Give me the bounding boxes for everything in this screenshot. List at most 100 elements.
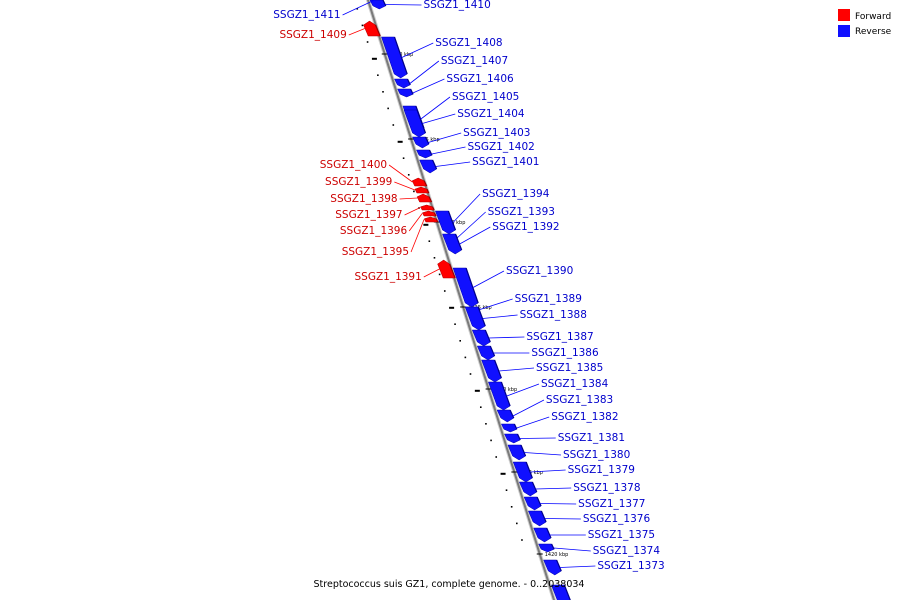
gene-edge — [484, 329, 491, 343]
gene-label[interactable]: SSGZ1_1389 — [515, 293, 582, 305]
gene-label[interactable]: SSGZ1_1399 — [325, 176, 392, 188]
gene-edge — [424, 136, 430, 145]
gene-label[interactable]: SSGZ1_1385 — [536, 362, 603, 374]
reverse-gene[interactable] — [519, 481, 538, 497]
scale-dots — [356, 8, 523, 541]
reverse-gene[interactable] — [501, 423, 518, 433]
reverse-gene[interactable] — [419, 159, 437, 174]
reverse-gene[interactable] — [452, 267, 479, 308]
gene-edge — [428, 149, 433, 156]
reverse-gene[interactable] — [381, 36, 408, 79]
label-connector — [452, 193, 481, 223]
gene-label[interactable]: SSGZ1_1408 — [435, 37, 502, 49]
scale-dot — [474, 389, 480, 392]
scale-dot — [464, 356, 467, 359]
gene-label[interactable]: SSGZ1_1407 — [441, 55, 508, 67]
gene-label[interactable]: SSGZ1_1374 — [593, 545, 661, 557]
scale-dot — [485, 423, 487, 425]
gene-label[interactable]: SSGZ1_1392 — [492, 221, 559, 233]
gene-label[interactable]: SSGZ1_1386 — [531, 347, 599, 359]
gene-label[interactable]: SSGZ1_1394 — [482, 188, 550, 200]
scale-dot — [402, 157, 405, 159]
reverse-gene[interactable] — [543, 559, 562, 576]
legend-forward-swatch — [838, 9, 850, 21]
gene-label[interactable]: SSGZ1_1387 — [526, 331, 593, 343]
gene-label[interactable]: SSGZ1_1380 — [563, 449, 630, 461]
gene-label[interactable]: SSGZ1_1379 — [568, 464, 635, 476]
gene-label[interactable]: SSGZ1_1384 — [541, 378, 609, 390]
label-connector — [412, 78, 445, 94]
reverse-gene[interactable] — [471, 329, 491, 347]
gene-label[interactable]: SSGZ1_1396 — [340, 225, 408, 237]
reverse-gene[interactable] — [397, 88, 414, 98]
gene-label[interactable]: SSGZ1_1409 — [279, 29, 346, 41]
scale-dot — [459, 340, 461, 342]
label-connector — [409, 60, 440, 84]
gene-label[interactable]: SSGZ1_1377 — [578, 498, 645, 510]
gene-label[interactable]: SSGZ1_1403 — [463, 127, 530, 139]
reverse-gene[interactable] — [507, 444, 526, 461]
gene-label[interactable]: SSGZ1_1410 — [423, 0, 490, 11]
reverse-gene[interactable] — [416, 149, 433, 159]
reverse-gene[interactable] — [504, 433, 521, 444]
gene-edge — [449, 263, 456, 279]
gene-edge — [513, 423, 518, 430]
scale-dot — [510, 506, 513, 508]
gene-edge — [551, 543, 555, 550]
scale-dot — [371, 57, 377, 60]
scale-dot — [505, 489, 508, 491]
gene-label[interactable]: SSGZ1_1400 — [320, 159, 387, 171]
gene-label[interactable]: SSGZ1_1401 — [472, 156, 539, 168]
gene-label[interactable]: SSGZ1_1373 — [597, 560, 664, 572]
reverse-gene[interactable] — [412, 136, 430, 149]
reverse-gene[interactable] — [523, 496, 542, 511]
gene-label[interactable]: SSGZ1_1393 — [488, 206, 555, 218]
gene-label[interactable]: SSGZ1_1378 — [573, 482, 640, 494]
scale-dot — [356, 8, 359, 10]
gene-labels: SSGZ1_1411 SSGZ1_1410 SSGZ1_1409 SSGZ1_1408… — [273, 0, 665, 572]
reverse-gene[interactable] — [488, 381, 511, 411]
label-connector — [516, 416, 550, 429]
gene-label[interactable]: SSGZ1_1405 — [452, 91, 519, 103]
gene-label[interactable]: SSGZ1_1402 — [468, 141, 535, 153]
gene-label[interactable]: SSGZ1_1381 — [558, 432, 625, 444]
scale-dot — [387, 107, 389, 110]
gene-label[interactable]: SSGZ1_1375 — [588, 529, 655, 541]
gene-edge — [416, 109, 427, 134]
label-connector — [408, 213, 423, 232]
gene-label[interactable]: SSGZ1_1388 — [520, 309, 587, 321]
reverse-gene[interactable] — [394, 78, 411, 89]
scale-dot — [454, 323, 456, 325]
reverse-gene[interactable] — [496, 409, 515, 423]
gene-label[interactable]: SSGZ1_1390 — [506, 265, 573, 277]
scale-dot — [433, 257, 436, 259]
gene-label[interactable]: SSGZ1_1397 — [335, 209, 402, 221]
scale-dot — [469, 373, 472, 375]
reverse-gene[interactable] — [403, 109, 426, 138]
gene-label[interactable]: SSGZ1_1404 — [457, 108, 525, 120]
label-connector — [488, 336, 525, 339]
reverse-gene[interactable] — [528, 510, 547, 527]
reverse-gene[interactable] — [369, 0, 387, 10]
gene-label[interactable]: SSGZ1_1398 — [330, 193, 397, 205]
scale-dot — [428, 240, 431, 242]
scale-dot — [407, 174, 410, 176]
gene-label[interactable]: SSGZ1_1376 — [583, 513, 651, 525]
gene-edge — [520, 444, 527, 457]
reverse-gene[interactable] — [476, 345, 495, 361]
gene-label[interactable]: SSGZ1_1391 — [354, 271, 421, 283]
gene-label[interactable]: SSGZ1_1411 — [273, 9, 340, 21]
reverse-gene[interactable] — [533, 527, 552, 543]
reverse-gene[interactable] — [538, 543, 555, 553]
scale-dot — [521, 539, 523, 541]
scale-dot — [413, 190, 415, 193]
scale-dot — [423, 223, 429, 226]
gene-edge — [531, 481, 538, 493]
gene-label[interactable]: SSGZ1_1406 — [446, 73, 514, 85]
gene-label[interactable]: SSGZ1_1383 — [546, 394, 613, 406]
gene-label[interactable]: SSGZ1_1382 — [551, 411, 618, 423]
gene-edge — [410, 88, 414, 95]
label-connector — [479, 298, 513, 310]
gene-label[interactable]: SSGZ1_1395 — [342, 246, 409, 258]
